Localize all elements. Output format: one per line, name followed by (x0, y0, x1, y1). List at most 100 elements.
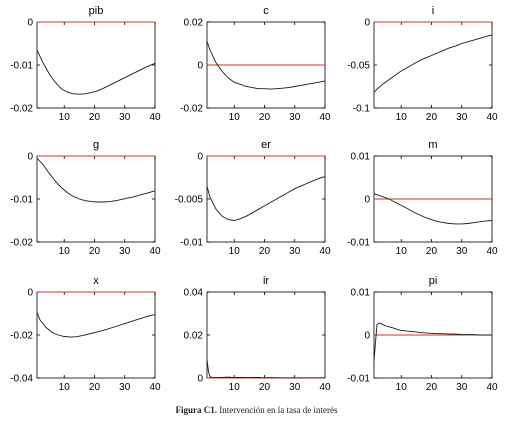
chart-panel-g: g 0 -0.01 -0.02 10 20 30 40 (10, 139, 161, 257)
x-tick-label: 30 (289, 112, 301, 123)
figure-caption: Figura C1. Intervención en la tasa de in… (0, 405, 513, 415)
y-tick-label: -0.02 (10, 104, 33, 115)
x-tick-label: 40 (149, 246, 161, 257)
x-tick-label: 30 (456, 246, 468, 257)
y-tick-label: 0.01 (351, 152, 371, 163)
y-tick-label: -0.05 (347, 61, 370, 72)
x-tick-label: 30 (119, 112, 131, 123)
y-tick-label: 0.02 (184, 18, 204, 29)
y-tick-label: 0 (27, 18, 33, 29)
plot-frame (373, 21, 493, 109)
y-tick-label: -0.02 (10, 331, 33, 342)
x-tick-label: 10 (59, 246, 71, 257)
x-tick-label: 40 (486, 382, 498, 393)
response-line (373, 322, 492, 361)
x-tick-label: 20 (89, 382, 101, 393)
response-line (36, 312, 156, 338)
x-tick-label: 30 (119, 246, 131, 257)
x-tick-label: 10 (229, 382, 241, 393)
response-line (206, 359, 325, 379)
y-tick-label: -0.01 (347, 374, 370, 385)
chart-panel-m: m 0.01 0 -0.01 10 20 30 40 (347, 139, 498, 257)
plot-frame (36, 21, 156, 109)
chart-title: ir (263, 275, 269, 287)
x-tick-label: 10 (229, 246, 241, 257)
response-line (206, 176, 326, 221)
chart-title: g (93, 139, 99, 151)
plot-frame (36, 155, 156, 243)
x-tick-label: 20 (89, 246, 101, 257)
y-tick-label: 0 (27, 152, 33, 163)
x-tick-label: 40 (149, 112, 161, 123)
chart-title: er (261, 139, 271, 151)
y-tick-label: -0.04 (10, 374, 33, 385)
x-tick-label: 20 (259, 112, 271, 123)
x-tick-label: 40 (319, 382, 331, 393)
y-tick-label: 0 (364, 195, 370, 206)
y-tick-label: 0 (364, 18, 370, 29)
y-tick-label: -0.01 (10, 195, 33, 206)
chart-title: i (432, 5, 434, 17)
caption-text: Intervención en la tasa de interés (219, 405, 338, 415)
x-tick-label: 10 (229, 112, 241, 123)
chart-title: c (263, 5, 269, 17)
y-tick-label: 0.01 (351, 288, 371, 299)
chart-panel-er: er 0 -0.005 -0.01 10 20 30 40 (175, 139, 331, 257)
y-tick-label: -0.01 (180, 238, 203, 249)
chart-panel-pi: pi 0.01 0 -0.01 10 20 30 40 (347, 275, 498, 393)
x-tick-label: 40 (149, 382, 161, 393)
y-tick-label: -0.02 (180, 104, 203, 115)
plot-frame (36, 291, 156, 379)
y-tick-label: 0 (364, 331, 370, 342)
y-tick-label: 0.02 (184, 331, 204, 342)
response-line (206, 41, 326, 90)
x-tick-label: 20 (426, 246, 438, 257)
chart-panel-x: x 0 -0.02 -0.04 10 20 30 40 (10, 275, 161, 393)
x-tick-label: 30 (289, 246, 301, 257)
x-tick-label: 20 (89, 112, 101, 123)
y-tick-label: -0.01 (347, 238, 370, 249)
chart-panel-pib: pib 0 -0.01 -0.02 10 20 30 40 (10, 5, 161, 123)
x-tick-label: 30 (119, 382, 131, 393)
y-tick-label: 0 (27, 288, 33, 299)
x-tick-label: 10 (396, 246, 408, 257)
x-tick-label: 20 (259, 246, 271, 257)
chart-title: pi (429, 275, 438, 287)
y-tick-label: 0 (197, 374, 203, 385)
chart-panel-ir: ir 0.04 0.02 0 10 20 30 40 (184, 275, 331, 393)
x-tick-label: 30 (456, 112, 468, 123)
chart-panel-c: c 0.02 0 -0.02 10 20 30 40 (180, 5, 331, 123)
y-tick-label: 0.04 (184, 288, 204, 299)
y-tick-label: -0.1 (353, 104, 371, 115)
x-tick-label: 30 (456, 382, 468, 393)
x-tick-label: 40 (486, 112, 498, 123)
impulse-response-figure: pib 0 -0.01 -0.02 10 20 30 40 c 0.02 0 -0.02 10 20 30 4… (10, 5, 498, 393)
response-line (36, 49, 156, 95)
response-line (373, 193, 493, 225)
y-tick-label: 0 (197, 152, 203, 163)
chart-panel-i: i 0 -0.05 -0.1 10 20 30 40 (347, 5, 498, 123)
x-tick-label: 10 (396, 382, 408, 393)
chart-title: m (428, 139, 437, 151)
plot-frame (206, 155, 326, 243)
x-tick-label: 10 (396, 112, 408, 123)
x-tick-label: 20 (259, 382, 271, 393)
response-line (373, 34, 493, 93)
x-tick-label: 40 (319, 112, 331, 123)
y-tick-label: -0.005 (175, 195, 204, 206)
x-tick-label: 40 (319, 246, 331, 257)
chart-title: pib (89, 5, 104, 17)
x-tick-label: 20 (426, 112, 438, 123)
x-tick-label: 20 (426, 382, 438, 393)
x-tick-label: 30 (289, 382, 301, 393)
x-tick-label: 10 (59, 382, 71, 393)
plot-frame (206, 291, 326, 379)
response-line (36, 157, 156, 203)
chart-title: x (93, 275, 99, 287)
y-tick-label: 0 (197, 61, 203, 72)
y-tick-label: -0.02 (10, 238, 33, 249)
x-tick-label: 40 (486, 246, 498, 257)
y-tick-label: -0.01 (10, 61, 33, 72)
caption-label: Figura C1. (175, 405, 218, 415)
x-tick-label: 10 (59, 112, 71, 123)
